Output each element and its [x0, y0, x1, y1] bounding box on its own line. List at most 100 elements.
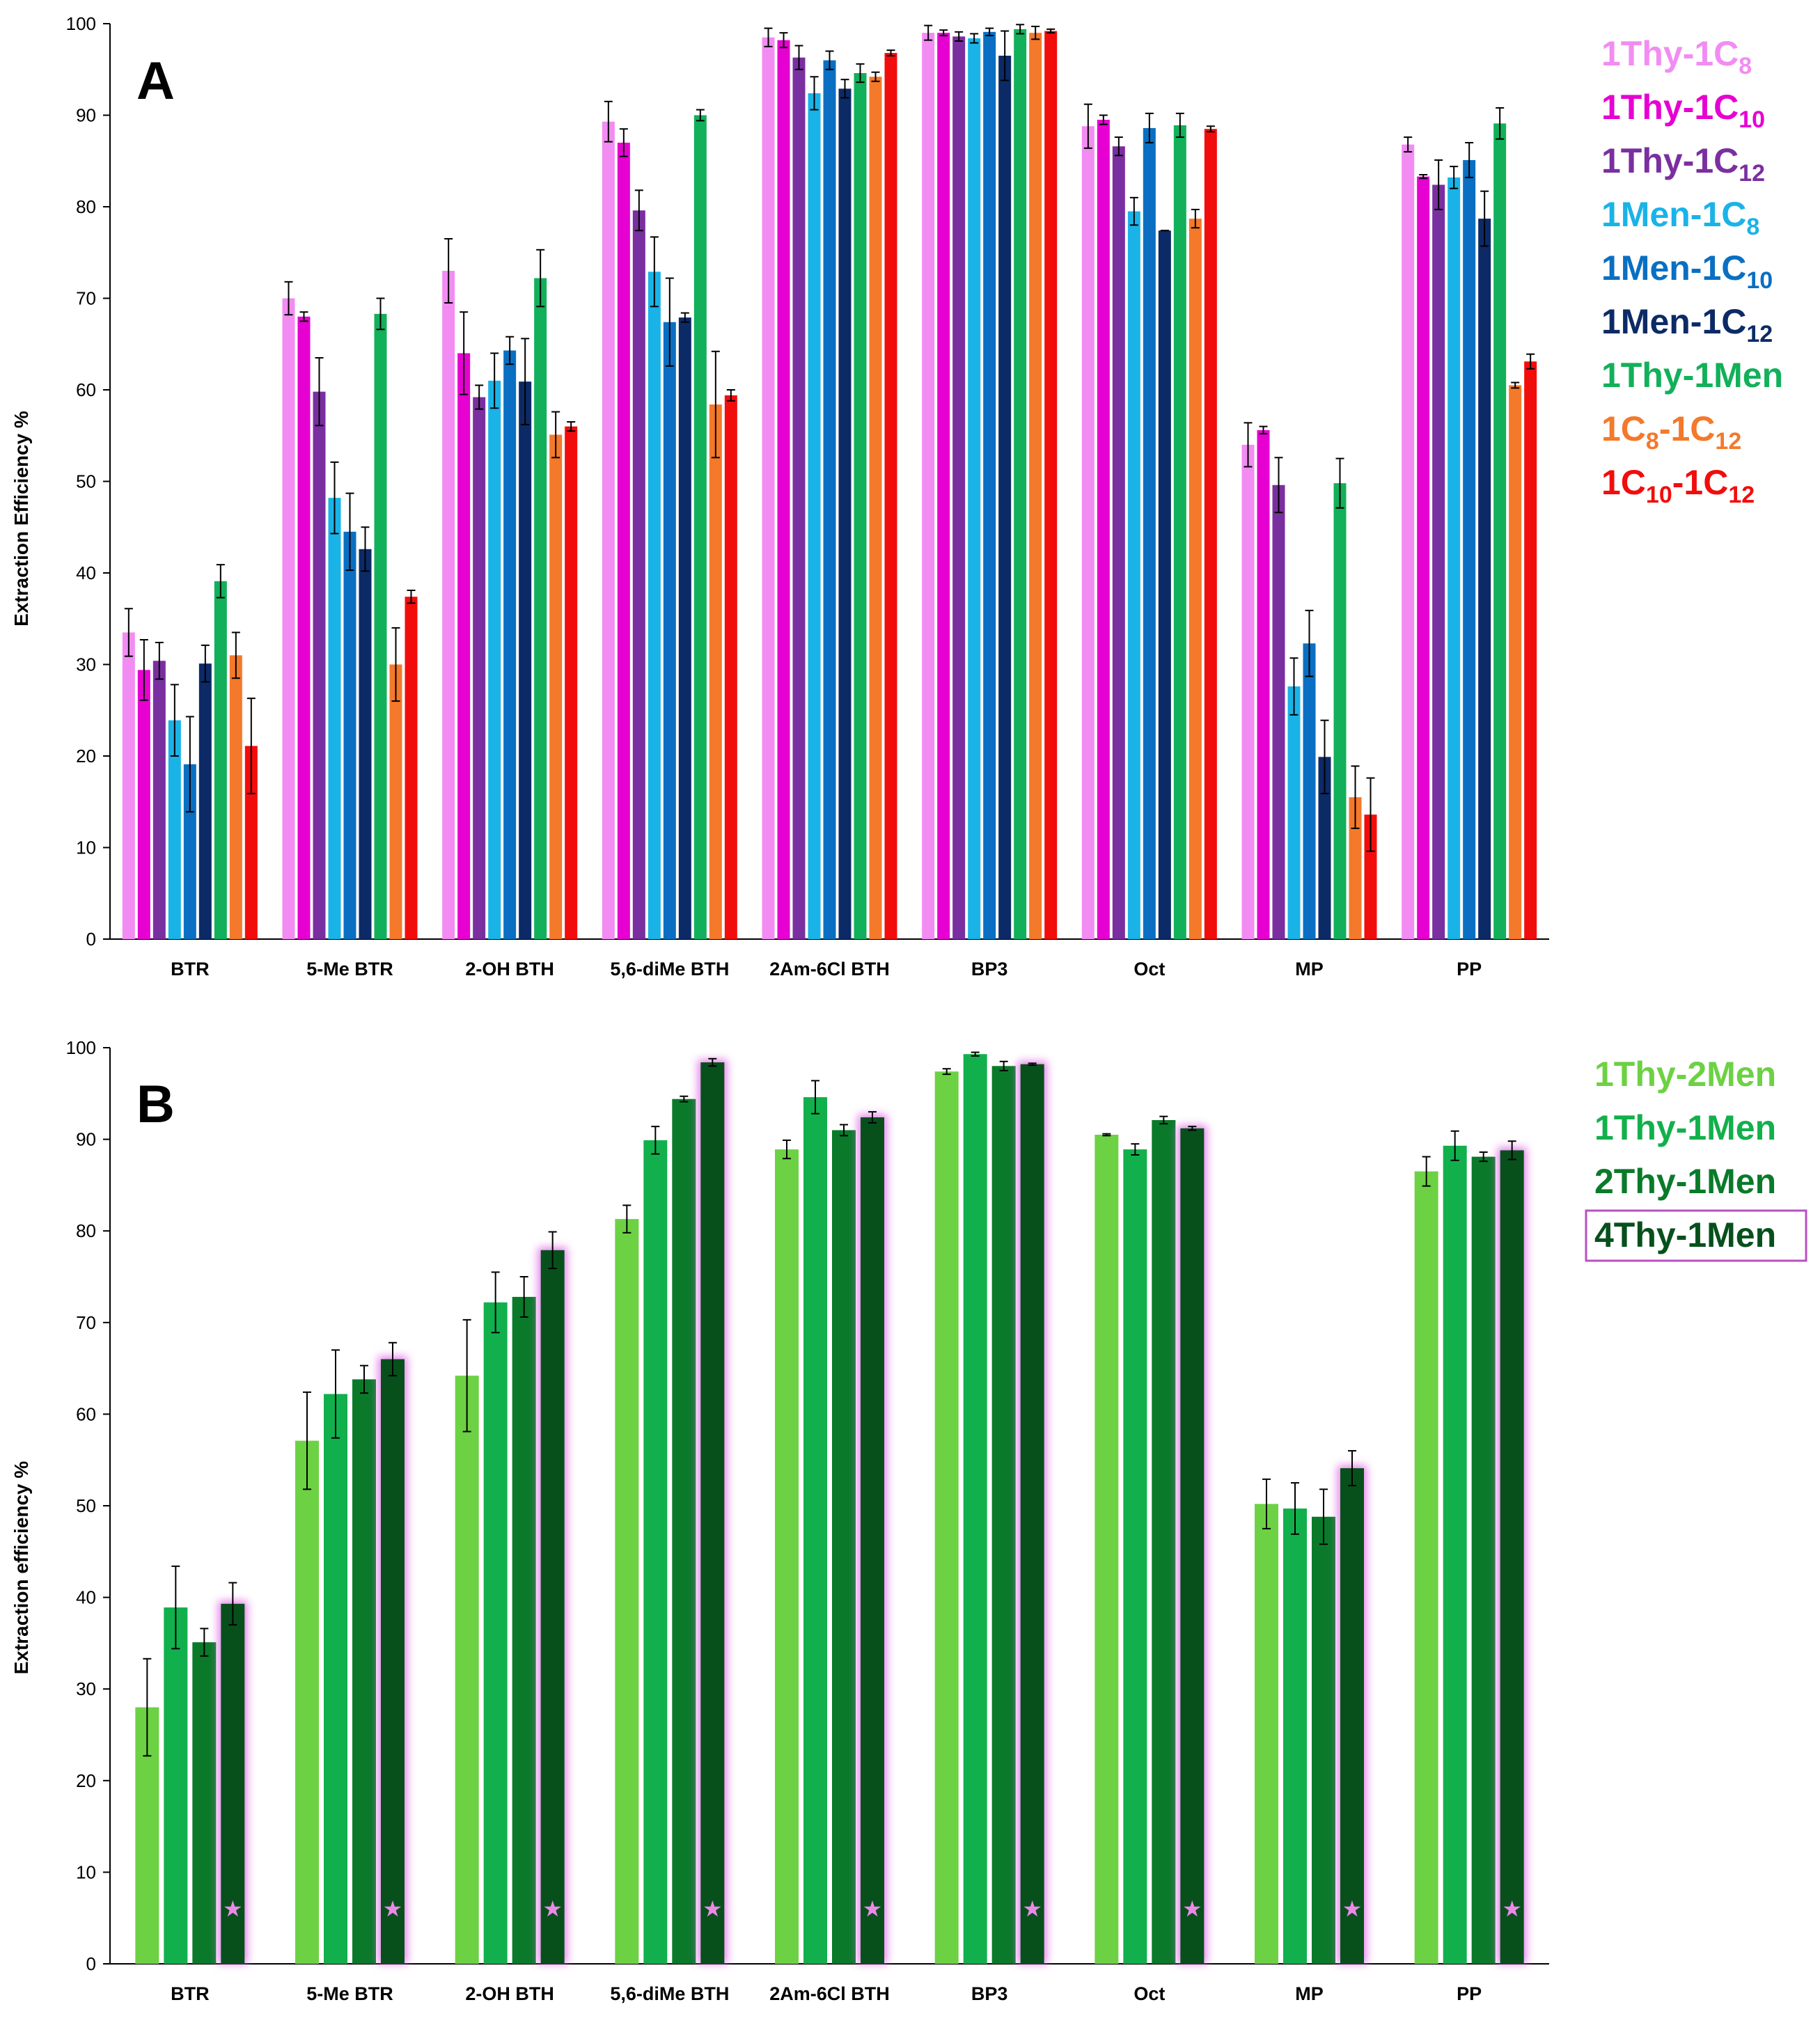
- bar-1Thy-1C8-BTR: [122, 632, 135, 939]
- bar-1Thy-1Men-MP: [1333, 483, 1347, 939]
- bar-1Thy-1C10-5-Me BTR: [297, 316, 311, 939]
- legend-entry-1Thy-1Men: 1Thy-1Men: [1594, 1108, 1776, 1147]
- bar-4Thy-1Men-BTR: [221, 1603, 245, 1964]
- panel-a-category-label: 2-OH BTH: [465, 959, 554, 979]
- panel-a-y-tick-label: 90: [76, 105, 96, 126]
- bar-1Thy-1C10-2Am-6Cl BTH: [777, 40, 790, 939]
- bar-1Thy-1Men-BP3: [1014, 29, 1027, 939]
- bar-1Thy-1C10-BTR: [137, 670, 150, 939]
- bar-1C10-1C12-5,6-diMe BTH: [724, 395, 737, 939]
- bar-1C8-1C12-PP: [1509, 385, 1522, 939]
- bar-1Thy-1Men-5,6-diMe BTH: [643, 1140, 668, 1964]
- legend-entry-2Thy-1Men: 2Thy-1Men: [1594, 1162, 1776, 1201]
- star-icon: ★: [863, 1896, 883, 1922]
- bar-2Thy-1Men-5-Me BTR: [352, 1379, 376, 1964]
- bar-2Thy-1Men-Oct: [1152, 1119, 1176, 1964]
- bar-2Thy-1Men-2Am-6Cl BTH: [832, 1130, 856, 1964]
- bar-1Thy-1C10-Oct: [1097, 120, 1110, 940]
- panel-a-category-label: 5-Me BTR: [306, 959, 393, 979]
- bar-1Men-1C12-5,6-diMe BTH: [678, 317, 691, 939]
- panel-b-category-label: Oct: [1133, 1983, 1165, 2004]
- legend-entry-1Men-1C12: 1Men-1C12: [1601, 302, 1773, 347]
- panel-b-chart: B Extraction efficiency % 0 10 20 30 40 50 60 7…: [10, 1037, 1807, 2004]
- panel-a-y-axis-title: Extraction Efficiency %: [10, 411, 32, 627]
- legend-entry-1Men-1C10: 1Men-1C10: [1601, 249, 1773, 294]
- star-icon: ★: [542, 1896, 563, 1922]
- bar-1Men-1C12-2Am-6Cl BTH: [838, 88, 852, 940]
- bar-1C8-1C12-BTR: [229, 655, 242, 939]
- panel-a-y-tick-label: 10: [76, 837, 96, 858]
- bar-4Thy-1Men-2Am-6Cl BTH: [861, 1117, 884, 1964]
- bar-2Thy-1Men-PP: [1471, 1156, 1496, 1964]
- bar-1Thy-1C12-BP3: [952, 36, 966, 939]
- panel-a-y-tick-label: 40: [76, 562, 96, 583]
- bar-1Thy-1C8-2-OH BTH: [442, 271, 455, 939]
- bar-1C8-1C12-BP3: [1029, 33, 1042, 939]
- bar-1Thy-1C8-BP3: [922, 33, 935, 939]
- panel-b-category-label: 5,6-diMe BTH: [610, 1983, 729, 2004]
- panel-a-category-label: BP3: [971, 959, 1008, 979]
- bar-1C8-1C12-2-OH BTH: [549, 434, 563, 939]
- panel-b-category-label: 5-Me BTR: [306, 1983, 393, 2004]
- bar-1Thy-1C10-2-OH BTH: [457, 353, 471, 939]
- bar-4Thy-1Men-PP: [1500, 1150, 1524, 1964]
- panel-b-y-tick-label: 70: [76, 1312, 96, 1333]
- panel-a-category-label: BTR: [171, 959, 210, 979]
- bar-1Thy-1C10-5,6-diMe BTH: [617, 142, 630, 940]
- star-icon: ★: [703, 1896, 723, 1922]
- bar-2Thy-1Men-BTR: [192, 1642, 217, 1964]
- panel-a-y-tick-label: 100: [66, 13, 96, 34]
- bar-1Thy-2Men-5,6-diMe BTH: [615, 1219, 639, 1964]
- panel-a-y-tick-label: 60: [76, 379, 96, 400]
- bar-1Thy-1Men-Oct: [1123, 1149, 1147, 1964]
- star-icon: ★: [1342, 1896, 1363, 1922]
- bar-1Thy-1C8-PP: [1402, 144, 1415, 940]
- panel-b-y-tick-label: 100: [66, 1037, 96, 1058]
- bar-1Thy-1Men-5-Me BTR: [324, 1394, 347, 1964]
- legend-entry-1Thy-2Men: 1Thy-2Men: [1594, 1055, 1776, 1094]
- bar-1Men-1C8-BTR: [168, 720, 181, 939]
- bar-1C10-1C12-2-OH BTH: [565, 426, 578, 939]
- bar-4Thy-1Men-2-OH BTH: [540, 1250, 565, 1964]
- bar-1Thy-1C8-Oct: [1081, 126, 1095, 939]
- panel-b-y-tick-label: 80: [76, 1220, 96, 1241]
- legend-highlight-box: [1585, 1209, 1807, 1262]
- bar-1Men-1C8-2Am-6Cl BTH: [808, 93, 821, 940]
- bar-4Thy-1Men-5-Me BTR: [381, 1359, 405, 1964]
- panel-a-y-tick-label: 80: [76, 196, 96, 217]
- panel-a-label: A: [136, 52, 175, 111]
- panel-b-category-label: BP3: [971, 1983, 1008, 2004]
- panel-a-category-label: 5,6-diMe BTH: [610, 959, 729, 979]
- bar-1Men-1C12-Oct: [1158, 230, 1171, 939]
- bar-1Thy-1C12-5,6-diMe BTH: [632, 210, 645, 939]
- bar-1C10-1C12-Oct: [1204, 129, 1217, 940]
- bar-1Thy-2Men-5-Me BTR: [295, 1440, 319, 1964]
- bar-1Men-1C12-PP: [1478, 219, 1491, 940]
- panel-a-category-label: PP: [1457, 959, 1482, 979]
- bar-4Thy-1Men-Oct: [1180, 1128, 1205, 1964]
- bar-1Thy-2Men-PP: [1414, 1171, 1438, 1964]
- bar-1Thy-1Men-PP: [1443, 1145, 1467, 1964]
- bar-1Thy-1Men-2Am-6Cl BTH: [803, 1097, 827, 1964]
- bar-1Thy-1Men-BTR: [164, 1607, 188, 1964]
- bar-1Thy-1C12-Oct: [1112, 146, 1125, 940]
- panel-b-category-label: 2-OH BTH: [465, 1983, 554, 2004]
- bar-1Thy-1C10-BP3: [937, 33, 950, 939]
- legend-entry-1C8-1C12: 1C8-1C12: [1601, 409, 1741, 455]
- panel-a-y-tick-label: 70: [76, 288, 96, 309]
- bar-1Thy-1C10-MP: [1257, 430, 1270, 939]
- bar-1C10-1C12-5-Me BTR: [405, 597, 418, 939]
- bar-1Men-1C12-BTR: [198, 663, 212, 939]
- bar-2Thy-1Men-MP: [1312, 1516, 1335, 1964]
- bar-1Thy-1C12-PP: [1432, 184, 1445, 940]
- legend-entry-1Thy-1C12: 1Thy-1C12: [1601, 141, 1765, 187]
- bar-1Thy-2Men-BP3: [934, 1071, 959, 1964]
- bar-1Men-1C8-PP: [1448, 177, 1461, 939]
- bar-1Men-1C12-BP3: [998, 56, 1012, 939]
- legend-entry-1Thy-1Men: 1Thy-1Men: [1601, 356, 1783, 395]
- bar-1Thy-1C12-BTR: [152, 661, 166, 939]
- bar-1Thy-1Men-MP: [1283, 1508, 1307, 1964]
- bar-1C8-1C12-2Am-6Cl BTH: [869, 77, 882, 939]
- bar-1Men-1C8-MP: [1287, 686, 1301, 939]
- bar-1Thy-1Men-BTR: [214, 581, 227, 939]
